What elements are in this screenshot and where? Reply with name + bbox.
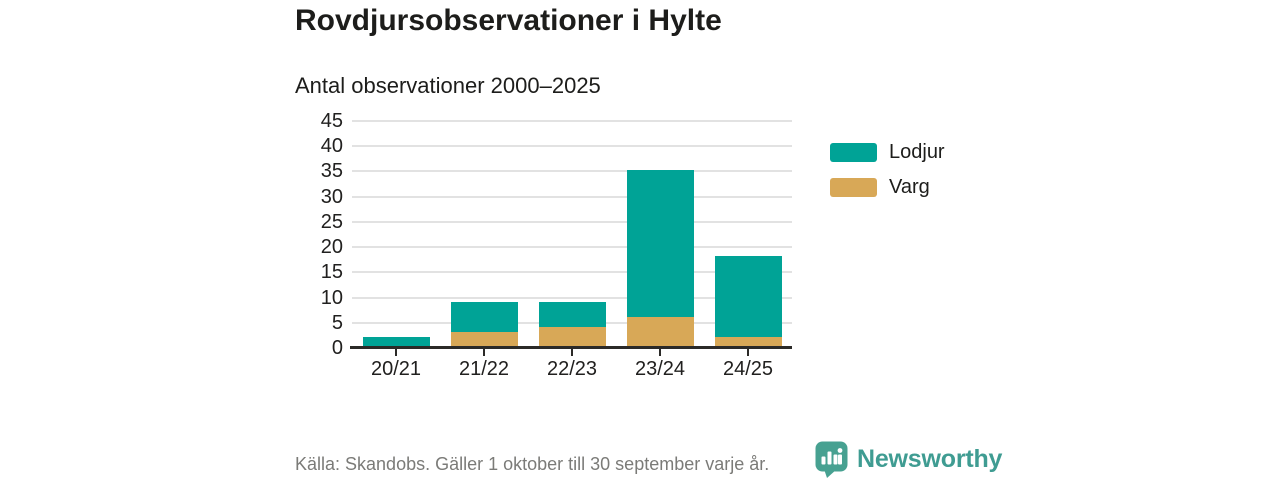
gridline (352, 296, 792, 299)
x-tick-mark (659, 349, 661, 356)
gridline (352, 170, 792, 173)
legend-item-lodjur: Lodjur (830, 141, 945, 164)
x-tick-mark (483, 349, 485, 356)
legend: Lodjur Varg (830, 141, 945, 199)
gridline (352, 246, 792, 249)
bar-segment-lodjur (450, 301, 518, 332)
y-tick-label: 35 (320, 160, 343, 183)
page-title: Rovdjursobservationer i Hylte (295, 4, 722, 37)
bar-21-22 (450, 301, 518, 347)
bar-segment-lodjur (714, 256, 782, 337)
y-tick-label: 25 (320, 210, 343, 233)
x-axis-baseline (350, 346, 792, 349)
brand-logo: Newsworthy (815, 441, 1002, 478)
y-tick-label: 30 (320, 185, 343, 208)
bar-segment-varg (538, 326, 606, 347)
y-tick-label: 15 (320, 261, 343, 284)
brand-wordmark: Newsworthy (857, 445, 1003, 473)
source-note: Källa: Skandobs. Gäller 1 oktober till 3… (295, 454, 770, 474)
bar-segment-lodjur (626, 170, 694, 317)
bar-segment-varg (626, 316, 694, 347)
y-tick-label: 5 (331, 311, 343, 334)
x-tick-mark (747, 349, 749, 356)
gridline (352, 120, 792, 122)
y-tick-label: 0 (331, 337, 343, 359)
newsworthy-bar-chart-bubble-icon (815, 441, 848, 478)
bar-segment-lodjur (538, 301, 606, 327)
bar-segment-varg (450, 331, 518, 347)
legend-label: Varg (889, 176, 930, 198)
bar-23-24 (626, 170, 694, 347)
bar-20-21 (362, 336, 430, 347)
bar-22-23 (538, 301, 606, 347)
y-tick-label: 20 (320, 236, 343, 259)
y-tick-label: 45 (320, 110, 343, 132)
x-tick-label: 23/24 (634, 358, 686, 380)
x-tick-label: 20/21 (370, 358, 422, 380)
bar-24-25 (714, 256, 782, 347)
plot-area (352, 120, 792, 348)
legend-label: Lodjur (889, 141, 945, 163)
x-tick-label: 22/23 (546, 358, 598, 380)
x-tick-label: 21/22 (458, 358, 510, 380)
legend-swatch (830, 178, 877, 197)
legend-swatch (830, 143, 877, 162)
gridline (352, 195, 792, 198)
y-tick-label: 40 (320, 135, 343, 158)
gridline (352, 271, 792, 274)
chart-subtitle: Antal observationer 2000–2025 (295, 73, 601, 98)
bar-segment-lodjur (362, 336, 430, 347)
gridline (352, 145, 792, 148)
gridline (352, 220, 792, 223)
x-tick-mark (395, 349, 397, 356)
y-tick-label: 10 (320, 286, 343, 309)
x-tick-mark (571, 349, 573, 356)
bar-segment-varg (714, 336, 782, 347)
legend-item-varg: Varg (830, 176, 945, 199)
x-tick-label: 24/25 (722, 358, 774, 380)
